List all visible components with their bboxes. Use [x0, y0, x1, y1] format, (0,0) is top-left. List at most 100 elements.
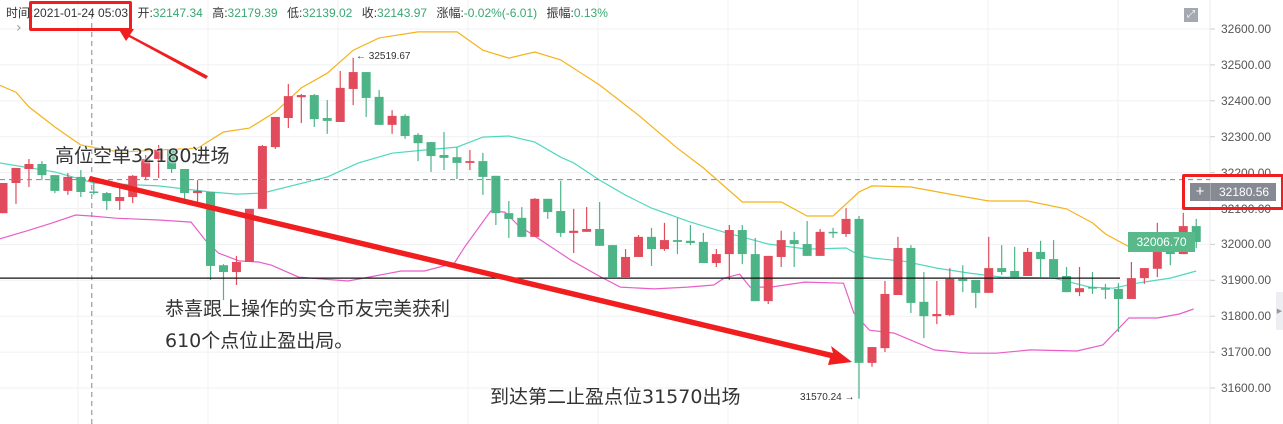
candle [828, 227, 838, 238]
candle [76, 170, 86, 198]
candle-body [556, 211, 566, 233]
expand-icon[interactable]: ⤢ [1184, 8, 1198, 22]
candle [1036, 240, 1046, 278]
candle-body [1139, 268, 1149, 279]
candle [685, 225, 695, 246]
y-tick-label: 31900.00 [1221, 273, 1272, 288]
candle [1126, 261, 1136, 299]
candle-body [309, 95, 319, 120]
candle [452, 147, 462, 180]
candle [971, 279, 981, 308]
candle [867, 347, 877, 367]
candle-body [595, 228, 605, 246]
candle [89, 179, 99, 195]
candle-body [945, 278, 955, 316]
candle [634, 235, 644, 257]
candle-body [569, 230, 579, 233]
candle [504, 200, 514, 238]
candle-body [1087, 287, 1097, 289]
y-tick-label: 31600.00 [1221, 381, 1272, 395]
candle [283, 83, 293, 129]
candle-body [1023, 251, 1033, 276]
candle-body [257, 146, 267, 209]
candle [231, 255, 241, 285]
candle [659, 222, 669, 251]
candle-body [115, 197, 125, 201]
candle-body [491, 175, 501, 214]
crosshair-price-label[interactable]: +32180.56 [1190, 183, 1276, 201]
y-tick-label: 32400.00 [1221, 93, 1272, 108]
chevron-right-icon[interactable]: › [16, 20, 22, 36]
candle-body [244, 208, 254, 262]
candle-body [1191, 226, 1201, 242]
candle-body [685, 240, 695, 243]
candle [1049, 240, 1059, 278]
close-value: 32143.97 [377, 6, 428, 20]
candle [257, 144, 267, 209]
candle-body [24, 163, 34, 170]
candle-body [426, 142, 436, 157]
candle [906, 245, 916, 313]
candle [984, 236, 994, 293]
candle-body [880, 293, 890, 349]
y-tick-label: 31800.00 [1221, 309, 1272, 324]
candle-body [1036, 251, 1046, 260]
y-tick-label: 32500.00 [1221, 57, 1272, 72]
candle [309, 93, 319, 128]
candle [621, 249, 631, 278]
last-price-label: 32006.70 [1128, 232, 1195, 252]
candle-body [958, 278, 968, 282]
candle-body [374, 96, 384, 125]
candle [491, 175, 501, 226]
candle-body [621, 256, 631, 278]
candle [1062, 267, 1072, 293]
overlay-lines [0, 14, 1210, 424]
candle-body [296, 95, 306, 98]
candle [439, 132, 449, 171]
change-value: -0.02%(-6.01) [463, 6, 538, 20]
candle [595, 202, 605, 246]
candle [63, 172, 73, 195]
candle-body [634, 236, 644, 257]
candle-body [0, 183, 8, 214]
candle [750, 237, 760, 302]
candle [776, 230, 786, 268]
candle-body [439, 155, 449, 158]
candle [426, 142, 436, 172]
candle [1023, 247, 1033, 276]
ohlc-info-bar: 时间:2021-01-24 05:03 开:32147.34 高:32179.3… [6, 4, 614, 21]
candle-body [984, 268, 994, 293]
candle-body [478, 161, 488, 177]
candle-body [698, 241, 708, 264]
candle [737, 225, 747, 265]
crosshair-price: 32180.56 [1219, 185, 1270, 199]
candle [1010, 246, 1020, 279]
candle-body [11, 167, 21, 184]
candle-body [608, 245, 618, 278]
y-tick-label: 32300.00 [1221, 129, 1272, 144]
candle [465, 149, 475, 171]
candle-body [1100, 288, 1110, 290]
low-label: 低: [286, 6, 303, 20]
panel-toggle-handle[interactable]: ▶ [1276, 292, 1283, 330]
candle-body [711, 254, 721, 264]
candle-body [1113, 288, 1123, 299]
candle-body [815, 231, 825, 256]
candle-body [672, 240, 682, 242]
candle-body [231, 261, 241, 273]
candle-body [932, 314, 942, 317]
candle [478, 152, 488, 195]
plus-icon[interactable]: + [1190, 183, 1211, 201]
candle [1113, 283, 1123, 332]
time-label: 时间: [6, 6, 34, 20]
candle-body [206, 191, 216, 266]
candle-body [789, 240, 799, 245]
candle [919, 272, 929, 339]
candle-body [218, 265, 228, 273]
candle-body [50, 175, 60, 191]
time-highlight-box [29, 1, 132, 31]
candle-body [1010, 270, 1020, 278]
candle [711, 249, 721, 268]
candle [1100, 283, 1110, 299]
